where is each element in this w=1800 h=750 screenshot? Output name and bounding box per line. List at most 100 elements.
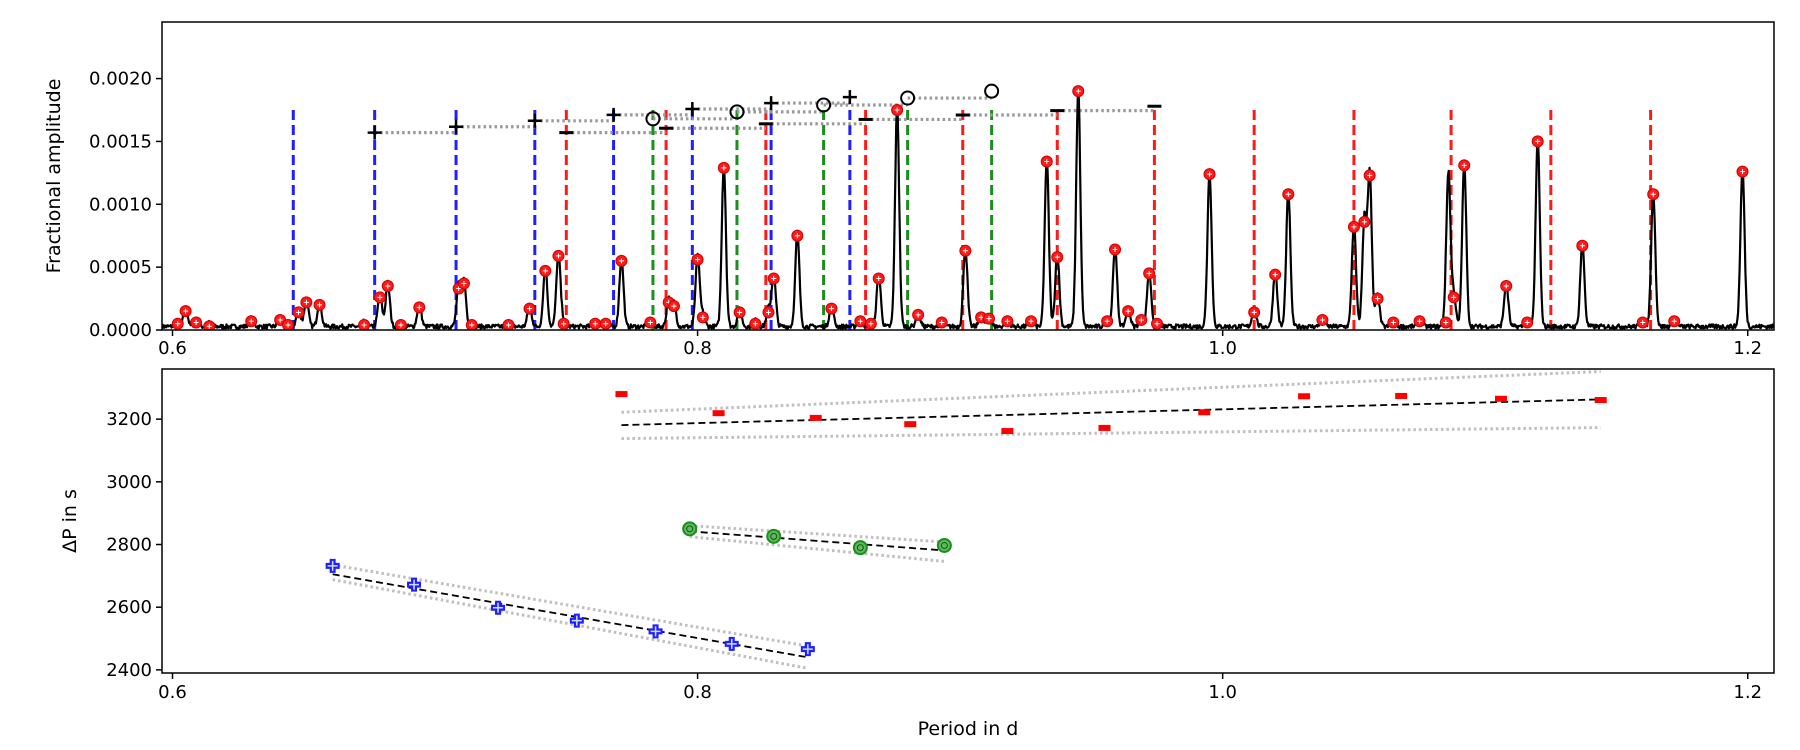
- track-circle-2: [816, 97, 832, 113]
- peak-marker-cross: [695, 257, 701, 263]
- circle-point-inner-3: [940, 541, 948, 549]
- peak-marker-41: [891, 104, 904, 116]
- top-xtick-label-1: 0.8: [683, 338, 712, 359]
- peak-marker-70: [1447, 291, 1460, 304]
- peak-marker-25: [615, 254, 628, 267]
- peak-marker-cross: [377, 294, 383, 300]
- peak-marker-cross: [1524, 319, 1530, 325]
- bottom-y-ticks: 2400 2600 2800 3000 3200: [106, 409, 162, 681]
- peak-marker-cross: [794, 233, 800, 239]
- peak-marker-cross: [752, 321, 758, 327]
- track-circle-4: [984, 83, 1000, 99]
- top-xtick-label-0: 0.6: [158, 338, 187, 359]
- top-peak-markers: [171, 85, 1749, 330]
- peak-marker-18: [502, 318, 515, 330]
- peak-marker-28: [667, 300, 680, 313]
- peak-marker-7: [292, 306, 305, 319]
- track-plus-1: [449, 119, 464, 134]
- series-1-band_lower: [689, 535, 945, 563]
- top-x-ticks: 0.6 0.8 1.0 1.2: [158, 330, 1762, 359]
- peak-marker-60: [1269, 268, 1282, 281]
- series-2-band_upper: [621, 370, 1601, 414]
- peak-marker-63: [1347, 220, 1360, 233]
- top-y-axis-label: Fractional amplitude: [43, 79, 65, 274]
- peak-marker-cross: [603, 321, 609, 327]
- plus-point-inner-4: [650, 626, 661, 637]
- peak-marker-cross: [1390, 319, 1396, 325]
- plus-point-inner-2: [493, 602, 504, 613]
- peak-marker-cross: [193, 319, 199, 325]
- peak-marker-cross: [1154, 321, 1160, 327]
- peak-marker-cross: [1535, 138, 1541, 144]
- peak-marker-71: [1458, 159, 1471, 172]
- peak-marker-67: [1387, 316, 1400, 329]
- series-2-band_lower: [621, 426, 1601, 441]
- peak-marker-cross: [1044, 159, 1050, 165]
- series-1-fit-line: [689, 530, 945, 552]
- bottom-x-axis-label: Period in d: [918, 718, 1019, 740]
- peak-marker-29: [691, 253, 704, 266]
- peak-marker-34: [762, 306, 775, 319]
- peak-marker-cross: [857, 318, 863, 324]
- peak-marker-64: [1358, 215, 1371, 228]
- peak-marker-55: [1135, 313, 1148, 326]
- peak-marker-cross: [527, 306, 533, 312]
- top-ytick-label-1: 0.0005: [89, 257, 152, 278]
- peak-marker-cross: [385, 283, 391, 289]
- peak-marker-cross: [765, 309, 771, 315]
- peak-marker-cross: [1251, 309, 1257, 315]
- peak-marker-cross: [1207, 171, 1213, 177]
- peak-marker-0: [171, 317, 184, 330]
- series-0-band_lower: [332, 578, 809, 670]
- dash-point-5: [1098, 424, 1111, 431]
- peak-marker-cross: [1285, 191, 1291, 197]
- track-plus-2: [527, 113, 542, 128]
- peak-marker-39: [864, 317, 877, 330]
- peak-marker-cross: [506, 322, 512, 328]
- peak-marker-cross: [285, 322, 291, 328]
- peak-marker-61: [1282, 188, 1295, 201]
- peak-marker-cross: [1740, 169, 1745, 175]
- peak-marker-cross: [962, 248, 968, 254]
- peak-marker-9: [313, 298, 326, 311]
- dash-point-1: [712, 410, 725, 417]
- dash-point-10: [1594, 397, 1607, 404]
- peak-marker-cross: [361, 322, 367, 328]
- peak-marker-75: [1576, 239, 1589, 252]
- series-1-band_upper: [689, 524, 945, 544]
- peak-marker-40: [872, 272, 885, 285]
- dash-point-7: [1298, 393, 1311, 400]
- track-circle-3: [900, 90, 916, 106]
- peak-marker-12: [381, 280, 394, 292]
- peak-marker-cross: [1351, 224, 1357, 230]
- bottom-ytick-label-4: 3200: [106, 409, 152, 430]
- peak-marker-72: [1500, 280, 1513, 292]
- peak-marker-cross: [1579, 243, 1585, 249]
- peak-marker-74: [1531, 135, 1544, 148]
- peak-marker-cross: [618, 258, 624, 264]
- circle-point-inner-2: [856, 544, 864, 552]
- dash-point-0: [615, 391, 628, 398]
- bottom-fit-lines: [332, 370, 1601, 670]
- peak-marker-73: [1521, 316, 1534, 329]
- top-xtick-label-3: 1.2: [1733, 338, 1762, 359]
- peak-marker-11: [373, 291, 386, 304]
- bottom-data-markers: [325, 391, 1607, 657]
- peak-marker-cross: [1004, 318, 1010, 324]
- peak-marker-cross: [939, 319, 945, 325]
- peak-marker-38: [854, 315, 867, 328]
- peak-marker-6: [282, 318, 295, 330]
- peak-marker-cross: [894, 107, 900, 113]
- peak-marker-cross: [1075, 88, 1081, 94]
- dash-point-3: [904, 421, 917, 428]
- peak-marker-cross: [317, 302, 323, 308]
- bottom-xtick-label-1: 0.8: [683, 682, 712, 703]
- peak-marker-66: [1371, 292, 1384, 305]
- circle-point-inner-1: [770, 532, 778, 540]
- peak-marker-cross: [416, 304, 422, 310]
- peak-marker-30: [696, 311, 709, 324]
- circle-point-3: [936, 537, 952, 553]
- circle-point-0: [682, 521, 698, 537]
- amplitude-spectrum-line: [162, 89, 1774, 330]
